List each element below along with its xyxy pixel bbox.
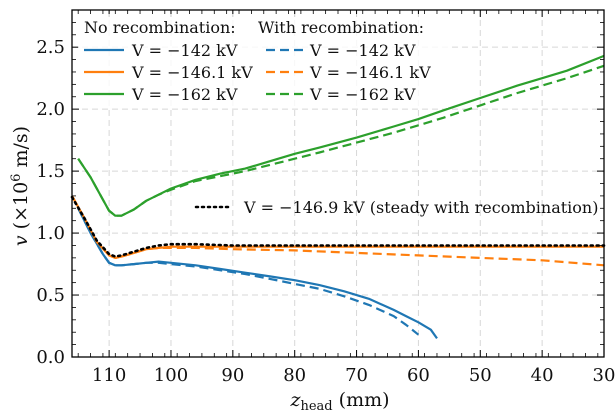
y-tick-label: 2.0 (36, 99, 65, 120)
series-line-with-recombination-146-1 (71, 195, 605, 267)
y-tick-label: 0.0 (36, 347, 65, 368)
x-tick-label: 70 (345, 365, 368, 386)
series-line-no-recombination-142 (77, 207, 438, 340)
y-tick-label: 0.5 (36, 285, 65, 306)
legend-label: V = −146.1 kV (309, 63, 431, 82)
x-tick-label: 110 (92, 365, 126, 386)
x-axis-label: zhead (mm) (289, 389, 389, 414)
steady-annotation-label: V = −146.9 kV (steady with recombination… (243, 198, 598, 217)
series-line-with-recombination-142 (77, 207, 420, 336)
x-tick-label: 40 (531, 365, 554, 386)
series-line-steady-146-9 (70, 195, 606, 258)
y-axis-label: v (×106 m/s) (9, 126, 32, 246)
series-layer (70, 54, 606, 340)
x-tick-labels: 110 100 90 80 70 60 50 40 30 (92, 365, 616, 386)
legend-label: V = −142 kV (131, 41, 238, 60)
x-tick-label: 80 (283, 365, 306, 386)
series-line-no-recombination-162 (77, 54, 605, 217)
y-tick-label: 1.5 (36, 161, 65, 182)
legend-entries: V = −142 kV V = −146.1 kV V = −162 kV V = −… (84, 41, 431, 104)
legend-label: V = −162 kV (131, 85, 238, 104)
legend-title-with-recombination: With recombination: (258, 18, 424, 37)
legend: No recombination: With recombination: V … (78, 14, 448, 108)
y-tick-label: 2.5 (36, 37, 65, 58)
steady-state-annotation: V = −146.9 kV (steady with recombination… (194, 198, 598, 217)
legend-background (78, 14, 448, 108)
x-tick-label: 60 (407, 365, 430, 386)
legend-label: V = −162 kV (309, 85, 416, 104)
x-tick-label: 50 (469, 365, 492, 386)
x-tick-label: 30 (593, 365, 616, 386)
series-line-with-recombination-162 (77, 64, 605, 217)
legend-label: V = −146.1 kV (131, 63, 253, 82)
legend-label: V = −142 kV (309, 41, 416, 60)
x-tick-label: 100 (154, 365, 188, 386)
legend-title-no-recombination: No recombination: (84, 18, 236, 37)
x-tick-label: 90 (221, 365, 244, 386)
y-tick-labels: 0.0 0.5 1.0 1.5 2.0 2.5 (36, 37, 65, 368)
y-tick-label: 1.0 (36, 223, 65, 244)
